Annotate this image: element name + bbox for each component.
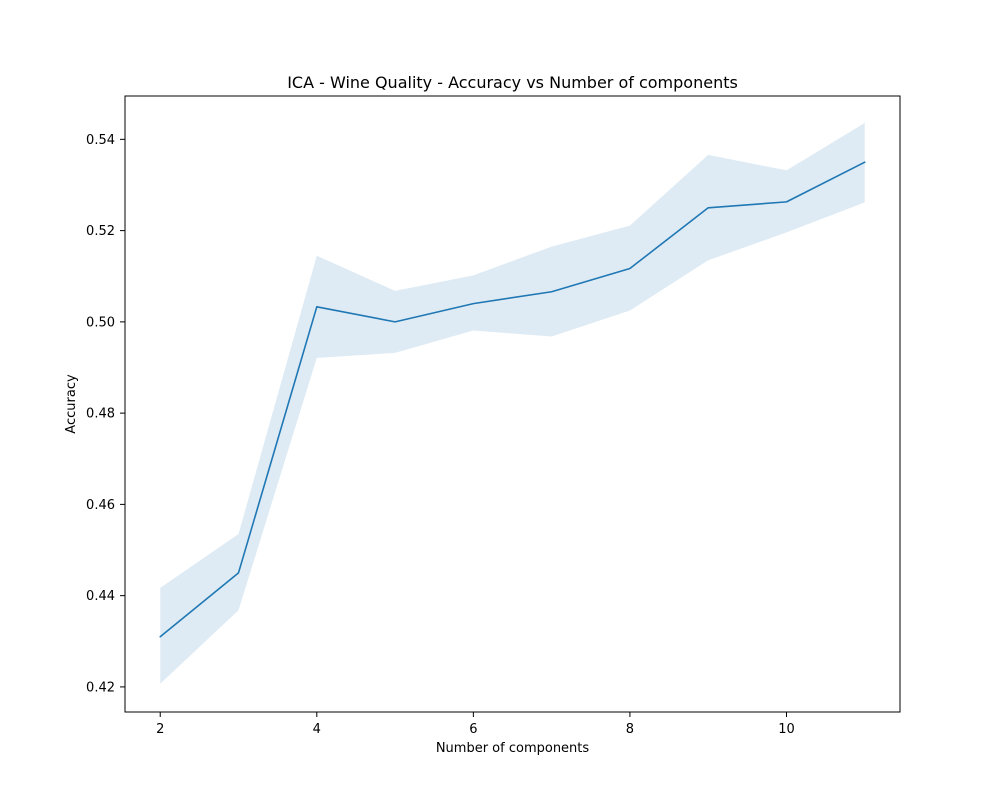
y-tick-label-4: 0.50 <box>86 315 115 330</box>
y-tick-label-0: 0.42 <box>86 680 115 695</box>
x-tick-label-0: 2 <box>156 722 164 737</box>
y-tick-label-6: 0.54 <box>86 133 115 148</box>
x-tick-label-2: 6 <box>469 722 477 737</box>
chart-title: ICA - Wine Quality - Accuracy vs Number … <box>287 73 738 92</box>
y-tick-label-2: 0.46 <box>86 498 115 513</box>
x-tick-label-3: 8 <box>626 722 634 737</box>
x-tick-label-1: 4 <box>313 722 321 737</box>
x-axis-label: Number of components <box>436 741 590 756</box>
x-tick-label-4: 10 <box>778 722 795 737</box>
y-tick-label-1: 0.44 <box>86 589 115 604</box>
y-tick-label-3: 0.48 <box>86 407 115 422</box>
y-tick-label-5: 0.52 <box>86 224 115 239</box>
y-axis-label: Accuracy <box>64 374 79 434</box>
